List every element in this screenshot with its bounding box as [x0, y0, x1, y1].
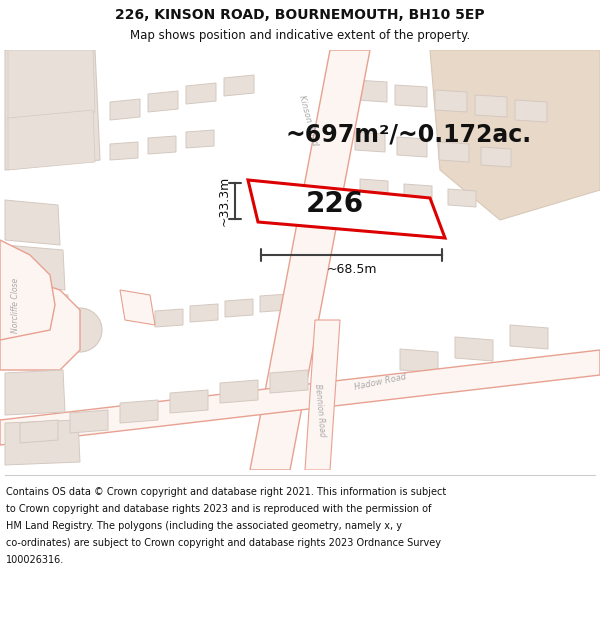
- Polygon shape: [190, 304, 218, 322]
- Text: Bennion Road: Bennion Road: [313, 383, 327, 437]
- Polygon shape: [5, 200, 60, 245]
- Polygon shape: [8, 50, 95, 120]
- Polygon shape: [20, 420, 58, 443]
- Text: ~33.3m: ~33.3m: [218, 176, 231, 226]
- Polygon shape: [305, 320, 340, 470]
- Text: Map shows position and indicative extent of the property.: Map shows position and indicative extent…: [130, 29, 470, 42]
- Polygon shape: [220, 380, 258, 403]
- Polygon shape: [355, 80, 387, 102]
- Polygon shape: [0, 350, 600, 445]
- Polygon shape: [260, 294, 288, 312]
- Polygon shape: [5, 245, 65, 290]
- Polygon shape: [510, 325, 548, 349]
- Text: Norcliffe Close: Norcliffe Close: [11, 278, 20, 332]
- Text: 226, KINSON ROAD, BOURNEMOUTH, BH10 5EP: 226, KINSON ROAD, BOURNEMOUTH, BH10 5EP: [115, 8, 485, 22]
- Polygon shape: [395, 85, 427, 107]
- Polygon shape: [5, 290, 70, 335]
- Polygon shape: [248, 180, 445, 238]
- Polygon shape: [475, 95, 507, 117]
- Text: Hadow Road: Hadow Road: [353, 372, 407, 392]
- Polygon shape: [5, 50, 100, 170]
- Polygon shape: [120, 290, 155, 325]
- Polygon shape: [455, 337, 493, 361]
- Polygon shape: [481, 147, 511, 167]
- Polygon shape: [110, 142, 138, 160]
- Polygon shape: [0, 240, 55, 340]
- Polygon shape: [110, 99, 140, 120]
- Polygon shape: [186, 83, 216, 104]
- Text: HM Land Registry. The polygons (including the associated geometry, namely x, y: HM Land Registry. The polygons (includin…: [6, 521, 402, 531]
- Text: ~697m²/~0.172ac.: ~697m²/~0.172ac.: [285, 123, 531, 147]
- Polygon shape: [397, 137, 427, 157]
- Polygon shape: [250, 50, 370, 470]
- Polygon shape: [148, 91, 178, 112]
- Polygon shape: [360, 179, 388, 197]
- Text: ~68.5m: ~68.5m: [326, 263, 377, 276]
- Polygon shape: [430, 50, 600, 220]
- Text: 226: 226: [306, 191, 364, 219]
- Polygon shape: [8, 110, 95, 170]
- Polygon shape: [224, 75, 254, 96]
- Polygon shape: [148, 136, 176, 154]
- Text: co-ordinates) are subject to Crown copyright and database rights 2023 Ordnance S: co-ordinates) are subject to Crown copyr…: [6, 538, 441, 548]
- Polygon shape: [186, 130, 214, 148]
- Polygon shape: [270, 370, 308, 393]
- Polygon shape: [515, 100, 547, 122]
- Polygon shape: [0, 270, 80, 370]
- Text: Kinson Road: Kinson Road: [297, 94, 319, 146]
- Polygon shape: [5, 420, 80, 465]
- Polygon shape: [5, 370, 65, 415]
- Polygon shape: [439, 142, 469, 162]
- Polygon shape: [170, 390, 208, 413]
- Polygon shape: [355, 132, 385, 152]
- Text: to Crown copyright and database rights 2023 and is reproduced with the permissio: to Crown copyright and database rights 2…: [6, 504, 431, 514]
- Circle shape: [58, 308, 102, 352]
- Polygon shape: [448, 189, 476, 207]
- Polygon shape: [0, 50, 600, 470]
- Polygon shape: [70, 410, 108, 433]
- Text: Contains OS data © Crown copyright and database right 2021. This information is : Contains OS data © Crown copyright and d…: [6, 487, 446, 497]
- Polygon shape: [120, 400, 158, 423]
- Polygon shape: [404, 184, 432, 202]
- Polygon shape: [155, 309, 183, 327]
- Polygon shape: [225, 299, 253, 317]
- Polygon shape: [400, 349, 438, 373]
- Polygon shape: [435, 90, 467, 112]
- Text: 100026316.: 100026316.: [6, 555, 64, 565]
